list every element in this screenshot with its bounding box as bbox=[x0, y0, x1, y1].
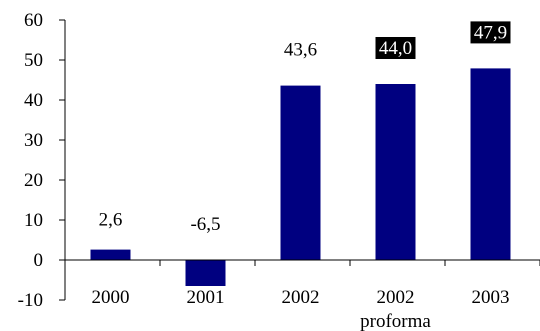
data-label: 2,6 bbox=[99, 210, 123, 231]
data-label: 44,0 bbox=[379, 38, 412, 59]
x-axis: 2000 2001 2002 2002 proforma 2003 bbox=[65, 259, 540, 331]
y-tick-label: 30 bbox=[24, 130, 43, 151]
bar-2002-proforma bbox=[375, 84, 416, 260]
data-label: -6,5 bbox=[190, 214, 220, 235]
bar-2001 bbox=[185, 260, 226, 286]
x-category-label: 2000 bbox=[92, 287, 130, 308]
x-category-label: 2003 bbox=[472, 287, 510, 308]
bar-2002 bbox=[280, 85, 321, 260]
y-tick-label: 20 bbox=[24, 170, 43, 191]
data-label-box bbox=[470, 21, 511, 44]
y-tick-label: 40 bbox=[24, 90, 43, 111]
y-axis: 60 50 40 30 20 10 0 -10 bbox=[18, 10, 66, 311]
y-tick-label: 60 bbox=[24, 10, 43, 31]
x-category-label: 2001 bbox=[187, 287, 225, 308]
x-category-label: 2002 bbox=[377, 287, 415, 308]
y-tick-label: 0 bbox=[34, 250, 44, 271]
x-category-label: 2002 bbox=[282, 287, 320, 308]
y-tick-label: 50 bbox=[24, 50, 43, 71]
data-label: 47,9 bbox=[474, 22, 507, 43]
y-tick-label: -10 bbox=[18, 290, 43, 311]
data-label: 43,6 bbox=[284, 40, 317, 61]
data-labels: 2,6 -6,5 43,6 44,0 47,9 bbox=[99, 21, 511, 235]
y-tick-label: 10 bbox=[24, 210, 43, 231]
bars bbox=[90, 68, 511, 286]
bar-2003 bbox=[470, 68, 511, 261]
data-label-box bbox=[375, 37, 416, 59]
x-category-sublabel: proforma bbox=[360, 311, 431, 331]
bar-2000 bbox=[90, 249, 131, 260]
